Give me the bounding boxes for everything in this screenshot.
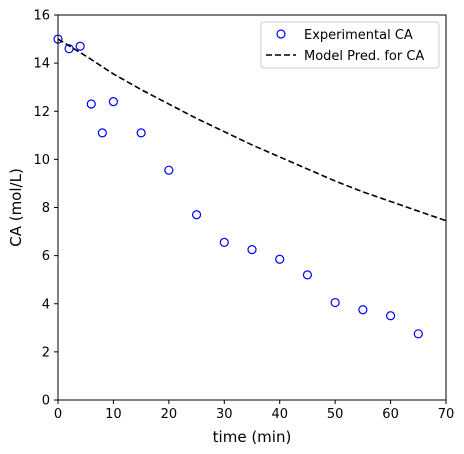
x-tick-label: 0: [54, 407, 62, 422]
x-tick-label: 70: [438, 407, 455, 422]
data-point: [302, 270, 313, 280]
legend-marker-experimental: [276, 29, 286, 39]
data-point: [136, 128, 146, 138]
data-point: [247, 245, 257, 255]
y-tick-label: 4: [42, 297, 50, 312]
axes-layer: 0 10 20 30 40 50 60 70 0 2 4 6 8 10 12 14 16: [33, 9, 454, 423]
data-point: [385, 311, 396, 321]
legend-entry-experimental: Experimental CA: [304, 28, 413, 43]
y-tick-label: 16: [33, 9, 50, 24]
data-point: [330, 297, 340, 308]
data-point: [97, 128, 107, 138]
x-tick-label: 60: [382, 407, 399, 422]
data-point: [275, 254, 285, 264]
y-tick-label: 6: [42, 249, 50, 264]
series-line-model: [57, 38, 447, 222]
x-tick-label: 40: [271, 407, 288, 422]
legend-box: [260, 21, 440, 69]
data-point: [108, 97, 119, 107]
x-tick-label: 10: [105, 407, 122, 422]
data-point: [86, 99, 96, 109]
y-tick-label: 8: [42, 201, 50, 216]
data-point: [75, 41, 85, 51]
y-tick-label: 12: [33, 105, 50, 120]
data-point: [64, 44, 74, 54]
x-tick-label: 50: [327, 407, 344, 422]
y-axis-label: CA (mol/L): [7, 168, 25, 247]
marks-layer: [53, 34, 447, 339]
data-point: [358, 305, 368, 315]
legend: Experimental CA Model Pred. for CA: [260, 21, 440, 69]
data-point: [191, 210, 202, 220]
data-point: [413, 329, 423, 339]
y-tick-label: 10: [33, 153, 50, 168]
y-tick-label: 14: [33, 57, 50, 72]
y-tick-label: 0: [42, 394, 50, 409]
x-tick-label: 30: [216, 407, 233, 422]
legend-entry-model: Model Pred. for CA: [304, 49, 424, 64]
y-tick-label: 2: [42, 345, 50, 360]
x-tick-label: 20: [161, 407, 178, 422]
data-point: [164, 165, 174, 175]
data-point: [219, 237, 229, 247]
x-axis-label: time (min): [213, 428, 292, 446]
